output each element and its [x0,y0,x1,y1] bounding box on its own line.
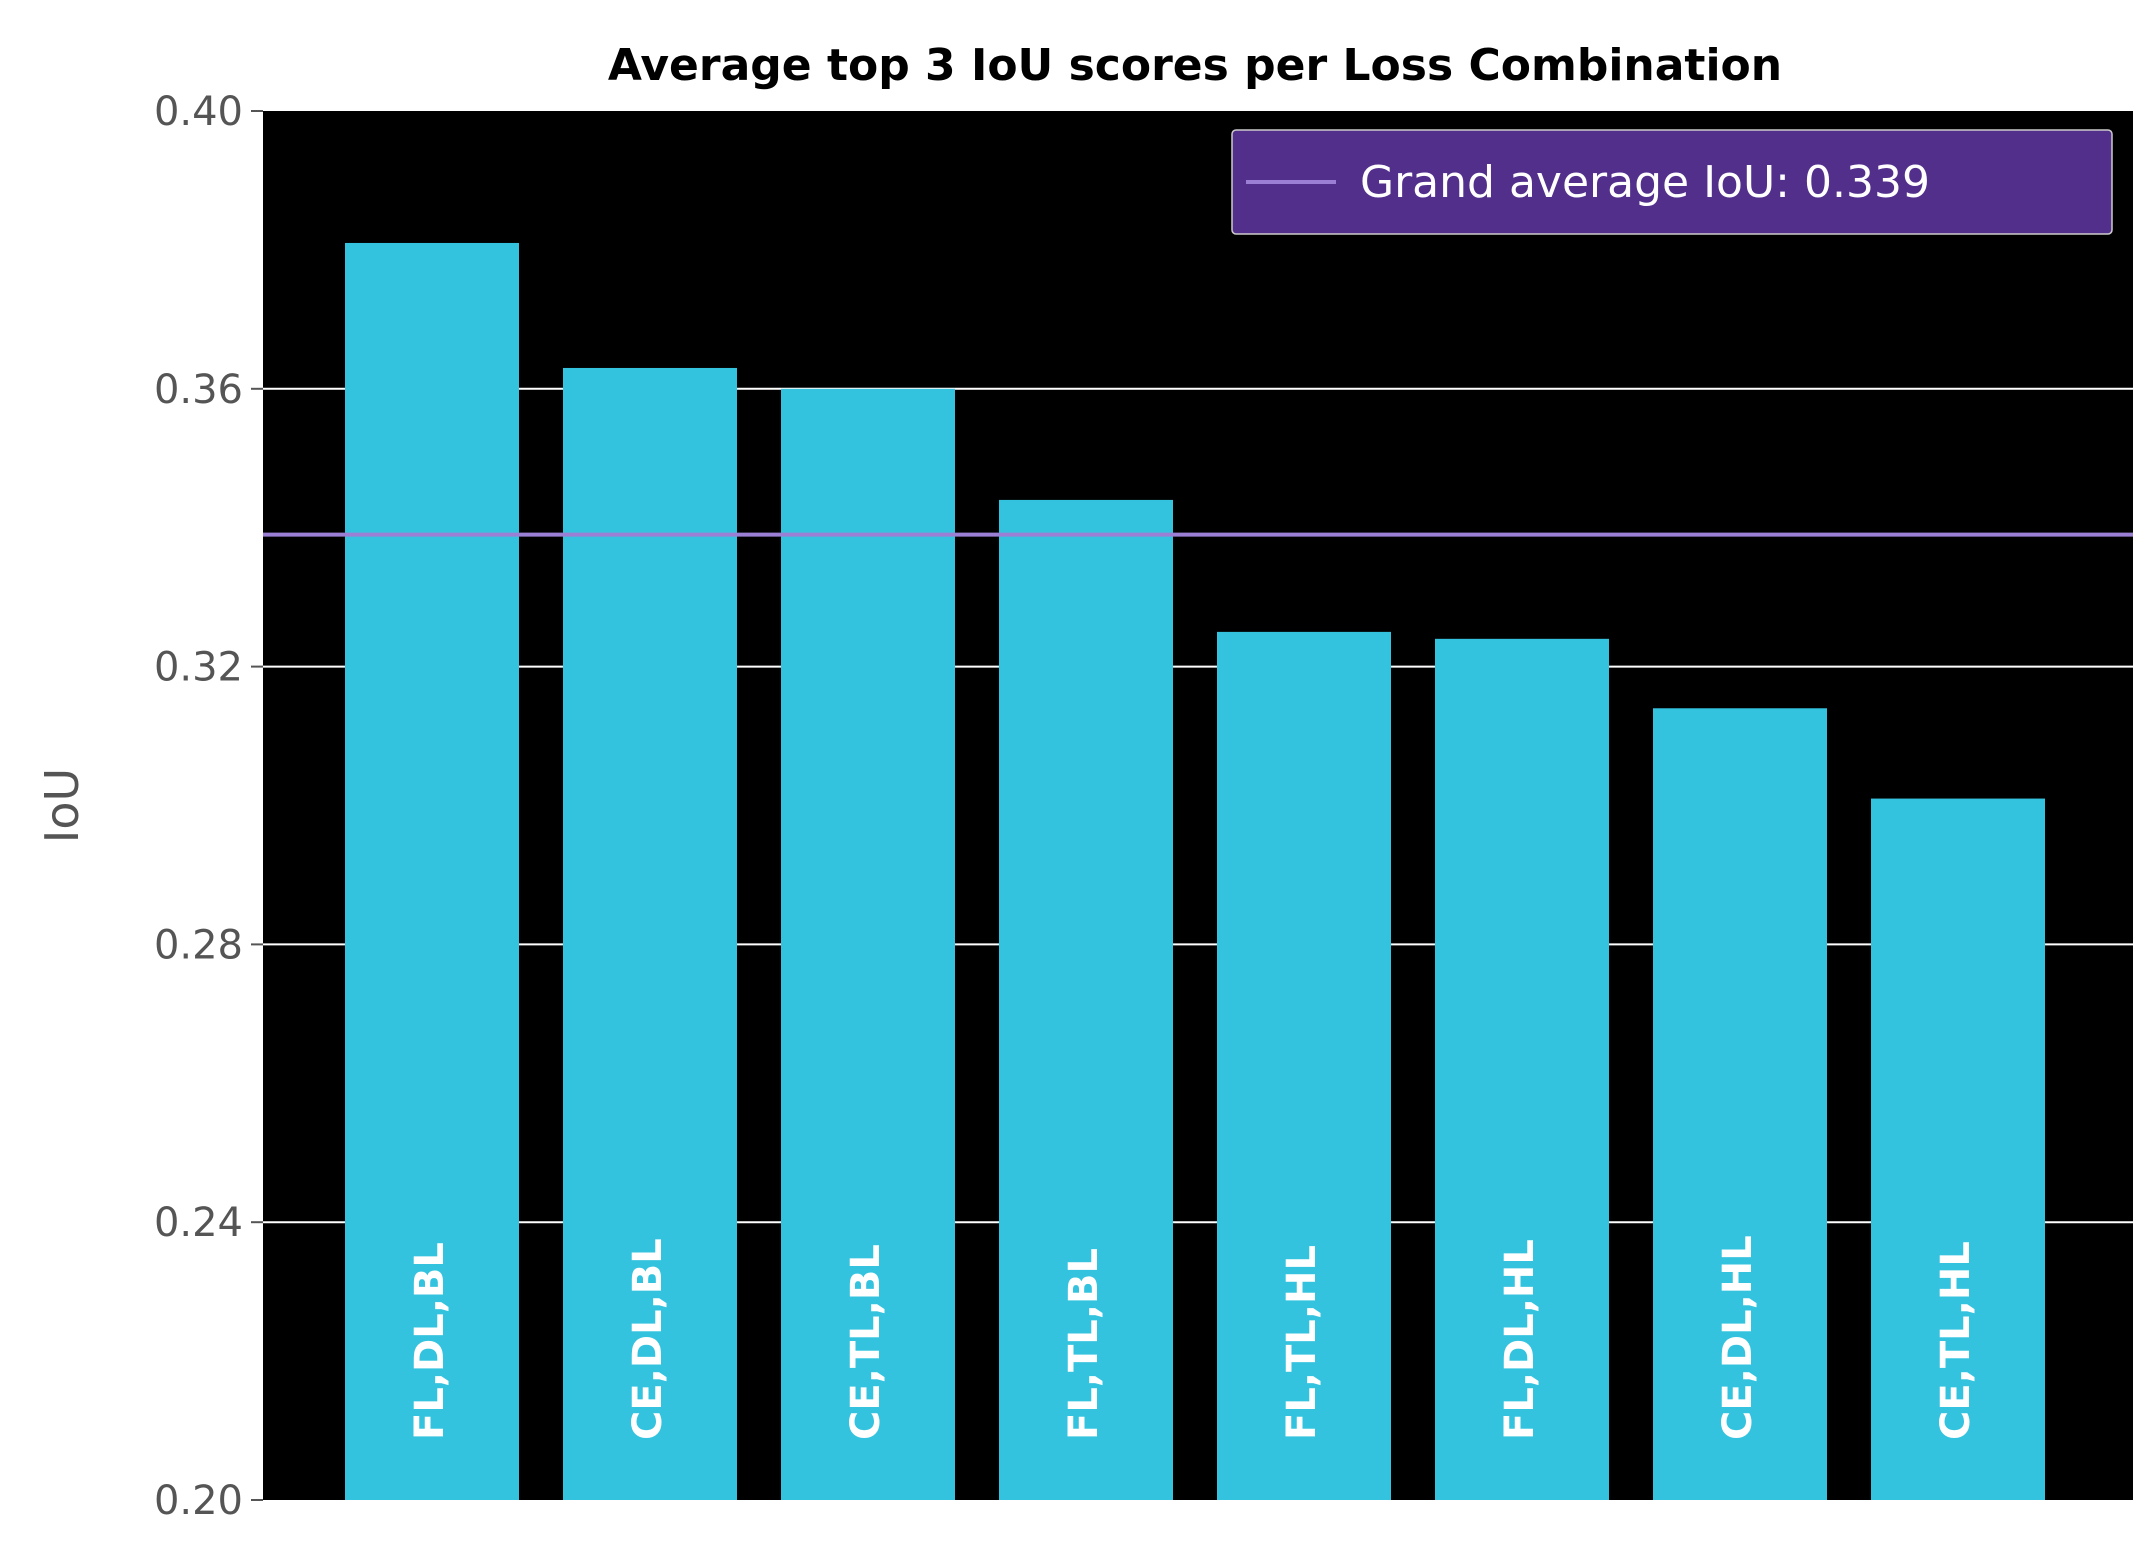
bar-category-label: FL,DL,BL [407,1242,453,1440]
y-tick-label: 0.32 [154,645,243,691]
y-tick-label: 0.28 [154,922,243,968]
bar-category-label: CE,TL,HL [1933,1241,1979,1440]
plot-area [263,111,2133,1500]
bars-group [345,242,2045,1501]
y-tick-label: 0.36 [154,367,243,413]
legend-label-grand-average: Grand average IoU: 0.339 [1360,157,1930,208]
bar-category-label: FL,TL,HL [1279,1245,1325,1440]
bar-category-label: CE,DL,BL [625,1238,671,1440]
bar-ce-tl-hl [1871,798,2045,1500]
bar-fl-dl-bl [345,242,519,1501]
legend-box [1231,129,2113,235]
y-axis: 0.20 0.24 0.28 0.32 0.36 0.40 [154,89,263,1524]
bar-category-label: CE,TL,BL [843,1244,889,1440]
y-axis-label: IoU [35,768,89,843]
bar-fl-tl-hl [1217,631,1391,1500]
chart-title: Average top 3 IoU scores per Loss Combin… [608,40,1782,91]
y-tick-label: 0.40 [154,89,243,135]
bar-ce-dl-bl [563,367,737,1501]
y-tick-label: 0.24 [154,1200,243,1246]
bar-labels-group: FL,DL,BL CE,DL,BL CE,TL,BL FL,TL,BL FL,TL,HL… [407,1235,1979,1440]
bar-category-label: FL,DL,HL [1497,1239,1543,1440]
bar-fl-dl-hl [1435,638,1609,1500]
y-tick-label: 0.20 [154,1478,243,1524]
bar-ce-dl-hl [1653,708,1827,1500]
legend: Grand average IoU: 0.339 [1231,129,2113,235]
bar-category-label: FL,TL,BL [1061,1248,1107,1440]
bar-fl-tl-bl [999,499,1173,1500]
bar-category-label: CE,DL,HL [1715,1235,1761,1440]
bar-ce-tl-bl [781,388,955,1500]
